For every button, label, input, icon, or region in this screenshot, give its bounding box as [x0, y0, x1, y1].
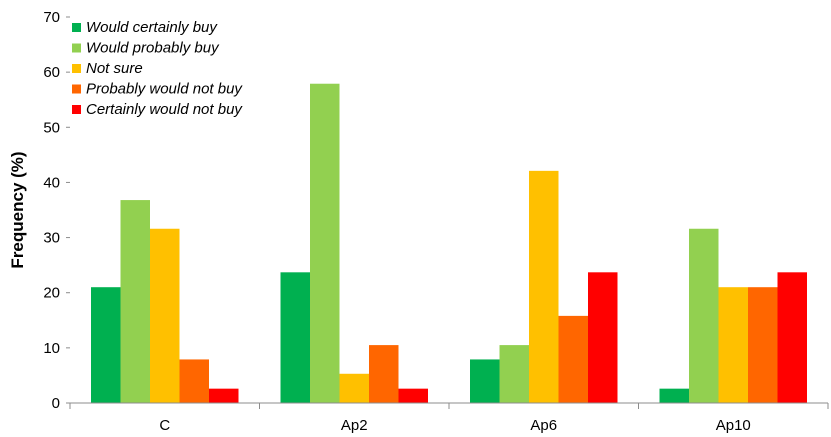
- y-axis-label: Frequency (%): [8, 151, 27, 268]
- x-tick-label: Ap6: [530, 417, 557, 434]
- bar-ap10-series-1: [659, 388, 689, 403]
- bar-c-series-3: [150, 228, 180, 403]
- bar-ap2-series-5: [398, 388, 428, 403]
- y-tick-label: 40: [43, 174, 60, 191]
- y-tick-label: 60: [43, 64, 60, 81]
- bar-c-series-4: [179, 359, 209, 403]
- y-tick-label: 20: [43, 285, 60, 302]
- legend-swatch: [72, 64, 81, 73]
- legend-swatch: [72, 23, 81, 32]
- y-tick-label: 10: [43, 340, 60, 357]
- legend-label: Would probably buy: [86, 40, 220, 57]
- bar-ap6-series-5: [588, 272, 618, 403]
- legend: Would certainly buy Would probably buy Not…: [72, 19, 243, 118]
- legend-label: Certainly would not buy: [86, 101, 243, 118]
- bar-ap2-series-4: [369, 345, 399, 403]
- plot-area: [91, 83, 807, 404]
- x-tick-label: C: [159, 417, 170, 434]
- y-tick-label: 70: [43, 9, 60, 26]
- legend-swatch: [72, 43, 81, 53]
- bar-ap6-series-3: [529, 170, 559, 403]
- bar-ap6-series-4: [558, 315, 588, 403]
- bar-ap10-series-3: [718, 287, 748, 403]
- legend-label: Not sure: [86, 60, 143, 77]
- bar-ap10-series-2: [689, 228, 719, 403]
- bar-ap10-series-4: [748, 287, 778, 403]
- bar-ap6-series-2: [499, 345, 529, 403]
- y-axis: 0 10 20 30 40 50 60 70: [43, 9, 70, 412]
- x-tick-label: Ap2: [341, 417, 368, 434]
- bar-ap2-series-1: [280, 272, 310, 403]
- legend-label: Would certainly buy: [86, 19, 218, 36]
- bar-ap2-series-3: [339, 373, 369, 403]
- y-tick-label: 30: [43, 230, 60, 247]
- bar-ap6-series-1: [470, 359, 500, 403]
- bar-c-series-1: [91, 287, 121, 403]
- legend-label: Probably would not buy: [86, 81, 243, 98]
- y-tick-label: 50: [43, 119, 60, 136]
- y-tick-label: 0: [52, 395, 60, 412]
- bar-ap2-series-2: [310, 83, 340, 404]
- bar-ap10-series-5: [777, 272, 807, 403]
- legend-swatch: [72, 105, 81, 114]
- x-axis: C Ap2 Ap6 Ap10: [69, 403, 829, 434]
- legend-swatch: [72, 84, 81, 94]
- bar-c-series-5: [209, 388, 239, 403]
- bar-c-series-2: [120, 200, 150, 403]
- x-tick-label: Ap10: [716, 417, 751, 434]
